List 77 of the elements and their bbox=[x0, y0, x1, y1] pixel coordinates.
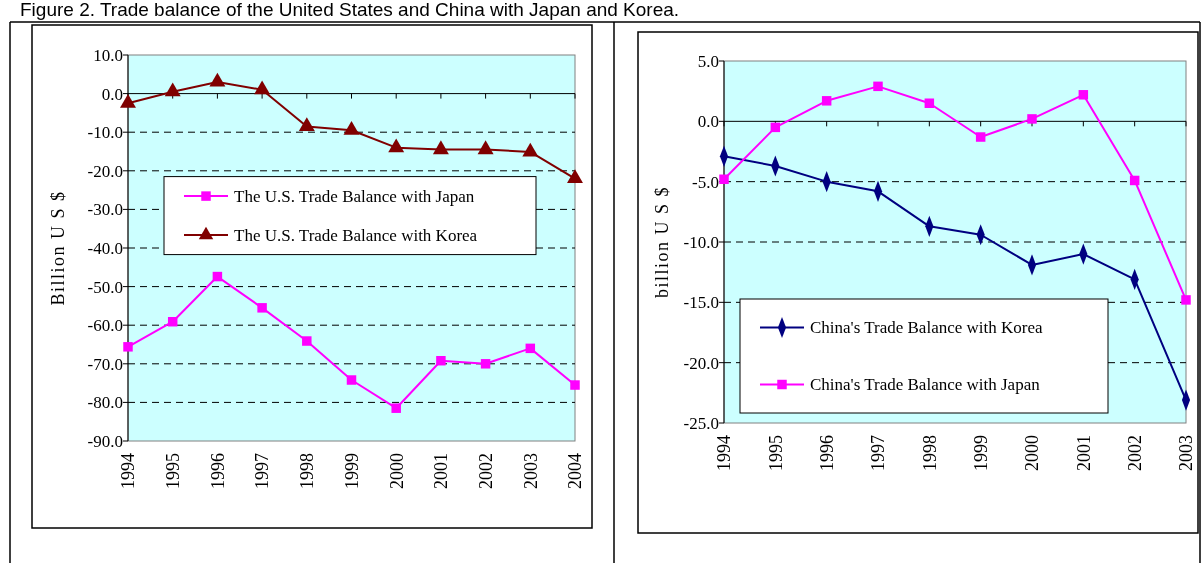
y-tick-label: -10.0 bbox=[87, 123, 123, 143]
y-tick-label: -80.0 bbox=[87, 393, 123, 413]
x-tick-label: 2003 bbox=[1176, 435, 1197, 471]
x-tick-label: 1996 bbox=[207, 453, 228, 489]
x-tick-label: 2001 bbox=[431, 453, 452, 489]
point bbox=[257, 303, 267, 313]
y-axis-title: billion U S $ bbox=[652, 185, 673, 299]
y-tick-label: 0.0 bbox=[697, 112, 719, 132]
x-tick-label: 2002 bbox=[1124, 435, 1145, 471]
x-tick-label: 2001 bbox=[1073, 435, 1094, 471]
x-tick-label: 1998 bbox=[919, 435, 940, 471]
y-tick-label: -20.0 bbox=[683, 353, 719, 373]
legend-label: The U.S. Trade Balance with Korea bbox=[234, 226, 478, 246]
x-tick-label: 2000 bbox=[1022, 435, 1043, 471]
x-tick-label: 1998 bbox=[297, 453, 318, 489]
point bbox=[821, 96, 832, 106]
x-tick-label: 2004 bbox=[565, 453, 586, 489]
point bbox=[567, 169, 583, 184]
point bbox=[570, 380, 580, 390]
point bbox=[924, 98, 935, 108]
x-tick-label: 1999 bbox=[341, 453, 362, 489]
x-tick-label: 1997 bbox=[252, 453, 273, 489]
point bbox=[209, 72, 226, 87]
point bbox=[477, 140, 494, 155]
point bbox=[1129, 175, 1140, 186]
point bbox=[123, 342, 133, 352]
y-tick-label: -10.0 bbox=[683, 232, 719, 252]
legend-label: The U.S. Trade Balance with Japan bbox=[234, 187, 475, 207]
y-tick-label: -60.0 bbox=[87, 316, 123, 336]
x-tick-label: 1995 bbox=[765, 435, 786, 471]
point bbox=[525, 343, 536, 354]
x-tick-label: 1997 bbox=[868, 435, 889, 471]
point bbox=[343, 121, 360, 135]
point bbox=[432, 140, 449, 155]
y-tick-label: -40.0 bbox=[87, 238, 123, 258]
point bbox=[1181, 295, 1191, 305]
y-tick-label: 5.0 bbox=[697, 51, 719, 71]
point bbox=[480, 359, 491, 369]
y-tick-label: -5.0 bbox=[692, 172, 719, 192]
x-tick-label: 1994 bbox=[118, 453, 139, 489]
point bbox=[522, 142, 539, 157]
x-tick-label: 1999 bbox=[970, 435, 991, 471]
y-tick-label: -90.0 bbox=[87, 431, 123, 451]
point bbox=[254, 80, 271, 95]
point bbox=[346, 375, 357, 385]
point bbox=[719, 174, 729, 184]
x-tick-label: 2003 bbox=[520, 453, 541, 489]
chart-title: Figure 2. Trade balance of the United States and China with Japan and Korea. bbox=[20, 0, 680, 20]
x-tick-label: 1995 bbox=[163, 453, 183, 489]
point bbox=[436, 355, 446, 366]
point bbox=[873, 81, 883, 92]
y-axis-title: Billion U S $ bbox=[48, 190, 69, 306]
x-tick-label: 2000 bbox=[386, 453, 407, 489]
legend-label: China's Trade Balance with Japan bbox=[810, 375, 1041, 395]
y-tick-label: -15.0 bbox=[683, 293, 719, 313]
y-tick-label: -50.0 bbox=[87, 277, 123, 297]
point bbox=[164, 82, 181, 97]
point bbox=[167, 316, 178, 327]
y-tick-label: -20.0 bbox=[87, 161, 123, 181]
y-tick-label: 0.0 bbox=[101, 84, 123, 104]
x-tick-label: 1994 bbox=[714, 435, 735, 471]
y-tick-label: -25.0 bbox=[683, 413, 719, 433]
point bbox=[1027, 114, 1037, 124]
point bbox=[391, 403, 401, 413]
y-tick-label: -30.0 bbox=[87, 200, 123, 220]
y-tick-label: -70.0 bbox=[87, 354, 123, 374]
point bbox=[975, 132, 986, 142]
point bbox=[212, 271, 223, 282]
x-tick-label: 2002 bbox=[475, 453, 496, 489]
point bbox=[298, 117, 315, 132]
point bbox=[388, 138, 405, 153]
point bbox=[770, 122, 781, 133]
legend-label: China's Trade Balance with Korea bbox=[810, 318, 1043, 338]
x-tick-label: 1996 bbox=[816, 435, 837, 471]
point bbox=[1078, 90, 1089, 100]
y-tick-label: 10.0 bbox=[93, 45, 123, 65]
point bbox=[302, 336, 312, 346]
